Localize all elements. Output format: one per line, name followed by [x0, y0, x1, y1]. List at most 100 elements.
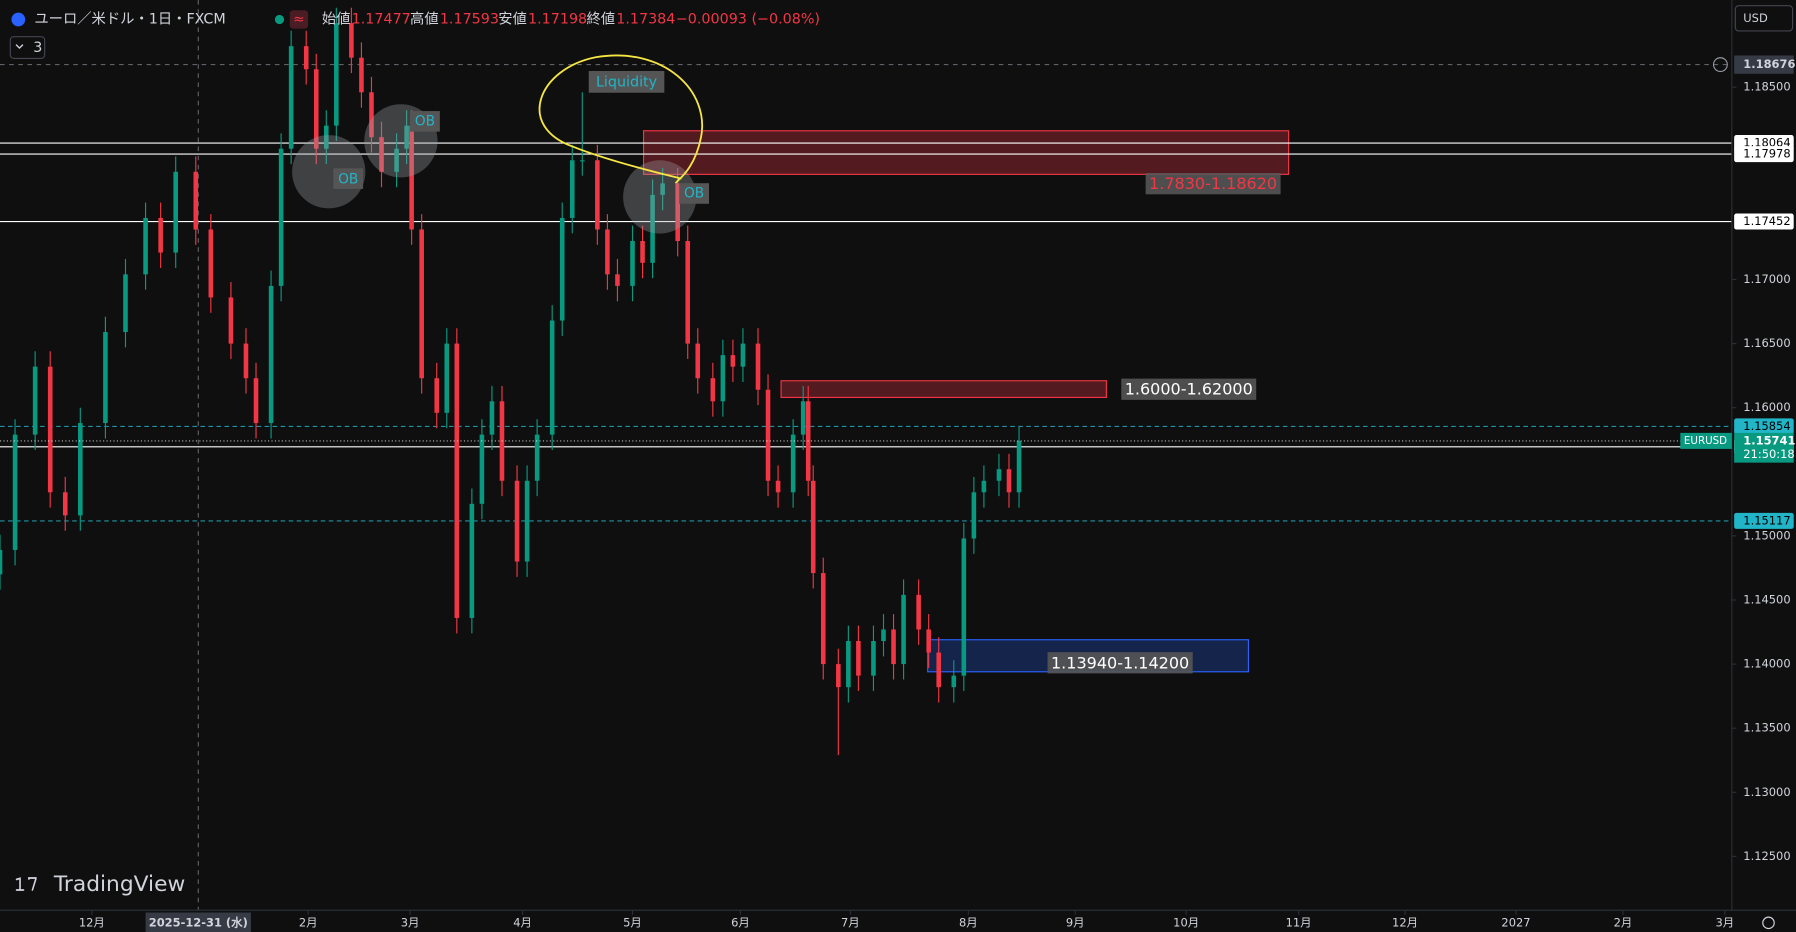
- candle-body: [936, 652, 942, 688]
- candle-body: [158, 217, 163, 253]
- ohlc-value: 1.17477: [352, 11, 411, 27]
- indicator-toggle[interactable]: [9, 36, 46, 59]
- candle-body: [981, 480, 987, 493]
- candle-body: [926, 629, 931, 653]
- candle-body: [32, 366, 38, 435]
- y-tick-label: 1.15000: [1743, 528, 1790, 542]
- zone-label-bg: [1145, 173, 1281, 195]
- candle-body: [891, 629, 896, 665]
- candle-body: [123, 274, 128, 333]
- crosshair-x-bg: [145, 912, 251, 932]
- x-tick-label: 12月: [79, 915, 105, 929]
- candle-body: [710, 378, 716, 402]
- candle-body: [996, 469, 1002, 481]
- settings-icon[interactable]: [1762, 916, 1775, 930]
- candle-body: [379, 137, 384, 172]
- x-tick-label: 2027: [1501, 915, 1530, 929]
- candle-body: [675, 183, 680, 242]
- candle-body: [534, 434, 540, 481]
- candle-body: [489, 401, 495, 435]
- candle-body: [755, 343, 761, 390]
- zone: [642, 130, 1290, 175]
- change: −0.00093 (−0.08%): [676, 11, 820, 27]
- candle-body: [334, 23, 339, 126]
- ob-label: OB: [415, 113, 435, 129]
- candle-body: [775, 480, 781, 493]
- label-bg: [588, 70, 665, 93]
- price-label-bg: [1734, 146, 1794, 163]
- ohlc-label: 安値: [498, 10, 527, 27]
- chevron: [15, 44, 24, 50]
- crosshair-x-label: 2025-12-31 (水): [149, 915, 248, 929]
- countdown: 21:50:18: [1743, 447, 1794, 461]
- x-tick-label: 8月: [959, 915, 978, 929]
- candle-body: [720, 355, 726, 402]
- candle-body: [394, 148, 399, 172]
- candle-body: [640, 241, 645, 263]
- price-label: 1.15854: [1743, 419, 1790, 433]
- liquidity-label: Liquidity: [596, 74, 658, 90]
- candle-body: [765, 389, 771, 481]
- candle-body: [253, 378, 259, 424]
- x-tick-label: 6月: [731, 915, 750, 929]
- y-tick-label: 1.16000: [1743, 400, 1790, 414]
- candle-body: [409, 125, 414, 230]
- candle-body: [268, 285, 274, 424]
- candle-body: [0, 549, 3, 575]
- symbol-icon: [11, 12, 26, 27]
- overlay: 1.18500 1.17000 1.16500 1.16000 1.15000 1.145…: [79, 55, 1795, 932]
- candle-body: [193, 171, 199, 230]
- candle-body: [871, 641, 876, 676]
- y-tick-label: 1.13000: [1743, 785, 1790, 799]
- zone-label: 1.13940-1.14200: [1051, 653, 1189, 672]
- currency-button[interactable]: [1734, 5, 1794, 32]
- candle-body: [303, 46, 309, 70]
- candle-body: [349, 23, 354, 58]
- candle-body: [62, 492, 68, 516]
- logo-mark: 𝟷𝟽: [14, 873, 39, 896]
- label-bg: [679, 183, 710, 204]
- candle-body: [740, 343, 746, 367]
- y-tick-label: 1.16500: [1743, 336, 1790, 350]
- x-tick-label: 5月: [623, 915, 642, 929]
- candle-body: [479, 434, 485, 504]
- candle-body: [650, 194, 655, 263]
- candle-body: [12, 434, 18, 550]
- x-tick-label: 3月: [1715, 915, 1734, 929]
- y-tick-label: 1.14500: [1743, 592, 1790, 606]
- candle-body: [901, 594, 906, 665]
- candle-body: [730, 355, 736, 367]
- candle-body: [916, 594, 921, 630]
- candle-body: [404, 125, 409, 149]
- price-label-bg: [1734, 418, 1794, 435]
- candle-body: [359, 57, 364, 93]
- candle-body: [881, 629, 886, 642]
- crosshair-y-bg: [1734, 55, 1794, 74]
- symbol: ユーロ／米ドル・1日・FXCM: [34, 10, 225, 27]
- candle-body: [78, 423, 83, 516]
- currency[interactable]: USD: [1743, 11, 1768, 25]
- candle-body: [47, 366, 53, 493]
- candle-body: [143, 217, 148, 275]
- candle-body: [971, 492, 977, 539]
- indicator-count[interactable]: 3: [33, 40, 42, 56]
- x-tick-label: 2月: [1614, 915, 1633, 929]
- label-bg: [410, 111, 440, 132]
- candle-body: [660, 183, 665, 195]
- ohlc-value: 1.17198: [528, 11, 587, 27]
- candle-body: [615, 274, 620, 286]
- candle-body: [419, 229, 424, 379]
- status-icon: [289, 10, 309, 29]
- candle-body: [630, 241, 635, 286]
- price-label: 1.18064: [1743, 136, 1790, 150]
- candle-body: [790, 434, 796, 493]
- candle-body: [695, 343, 701, 379]
- candle-body: [469, 503, 475, 618]
- zone-label: 1.7830-1.18620: [1149, 174, 1277, 193]
- status-icon-glyph: ≈: [293, 11, 305, 27]
- time-scale[interactable]: [0, 910, 1796, 932]
- last-symbol: EURUSD: [1684, 435, 1727, 447]
- candle-body: [208, 229, 214, 298]
- candle-body: [1016, 441, 1022, 493]
